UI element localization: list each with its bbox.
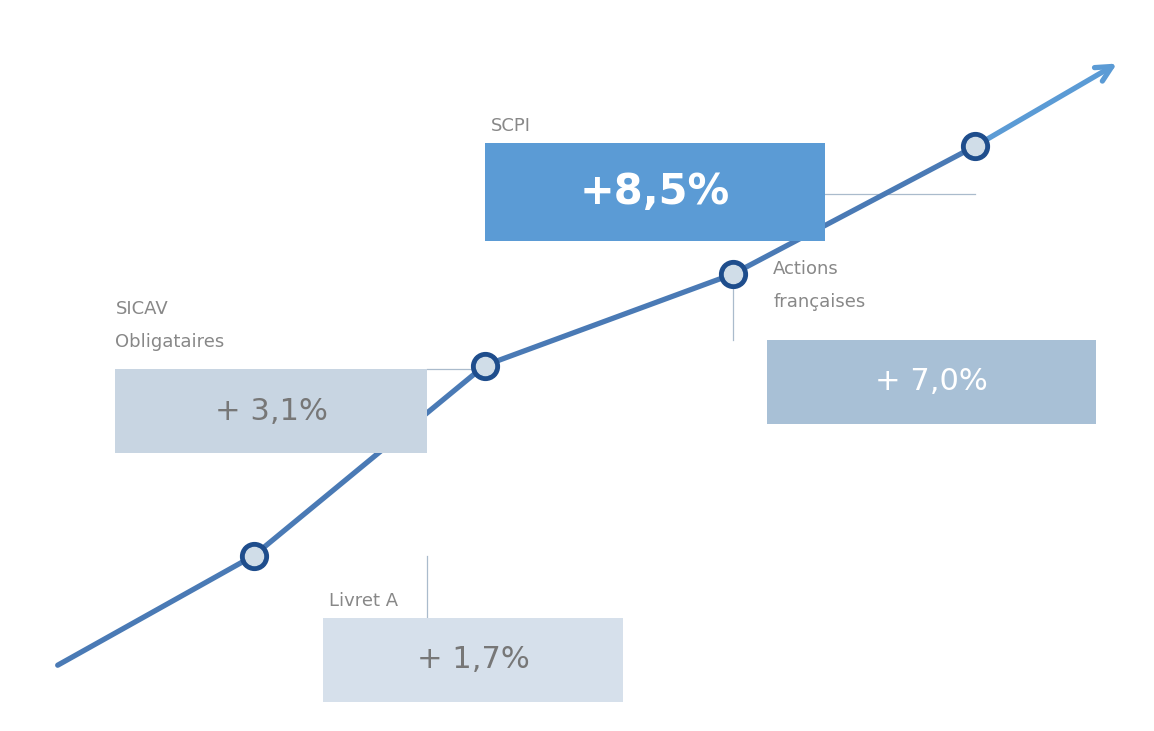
Text: Livret A: Livret A (329, 592, 398, 610)
Text: françaises: françaises (773, 292, 866, 311)
Text: + 3,1%: + 3,1% (215, 397, 328, 425)
Text: +8,5%: +8,5% (579, 171, 730, 213)
FancyBboxPatch shape (323, 618, 623, 702)
FancyBboxPatch shape (115, 369, 427, 453)
Text: + 7,0%: + 7,0% (876, 368, 988, 396)
FancyBboxPatch shape (767, 340, 1096, 424)
Text: + 1,7%: + 1,7% (417, 645, 530, 674)
Text: Actions: Actions (773, 260, 839, 278)
FancyBboxPatch shape (485, 143, 825, 241)
Text: Obligataires: Obligataires (115, 333, 225, 351)
Text: SCPI: SCPI (490, 117, 531, 135)
Text: SICAV: SICAV (115, 300, 168, 318)
